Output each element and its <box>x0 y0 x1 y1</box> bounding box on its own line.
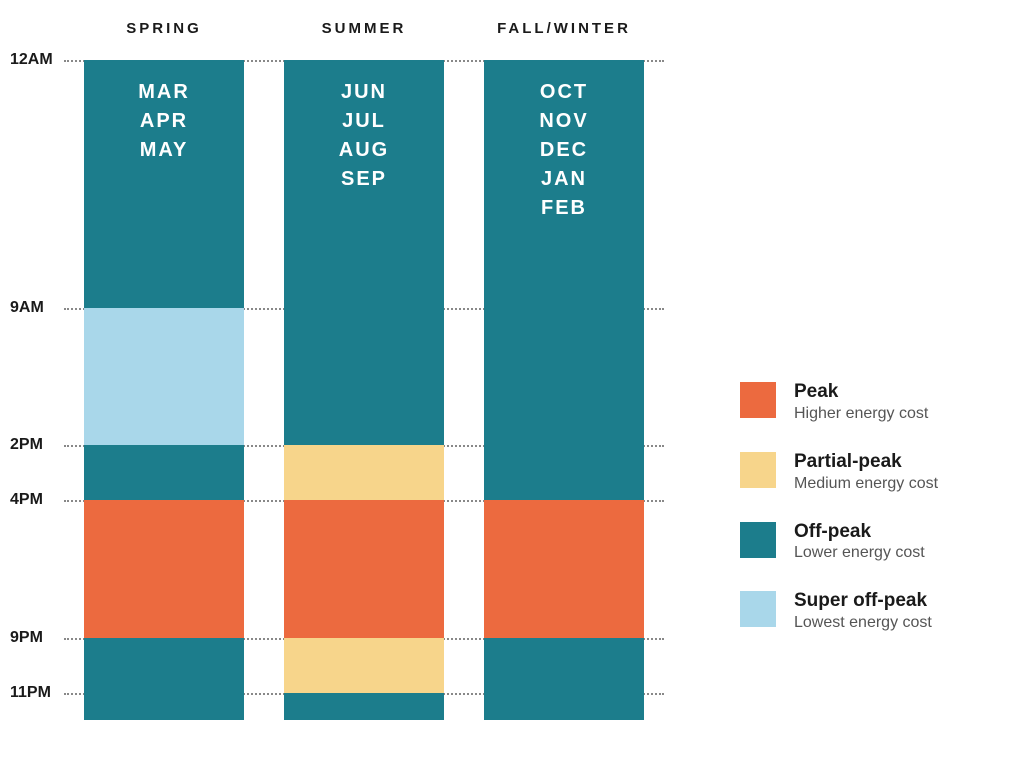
tier-segment-off-peak <box>84 638 244 721</box>
tier-segment-off-peak <box>484 638 644 721</box>
tier-segment-off-peak <box>84 445 244 500</box>
season-header-summer: SUMMER <box>284 20 444 37</box>
time-tick-label: 9PM <box>0 629 64 647</box>
time-tick-label: 2PM <box>0 436 64 454</box>
season-column-fallwinter: OCTNOVDECJANFEB <box>484 60 644 720</box>
month-label: OCT <box>484 78 644 107</box>
month-label: JUN <box>284 78 444 107</box>
month-list-fallwinter: OCTNOVDECJANFEB <box>484 78 644 223</box>
time-tick-label: 11PM <box>0 684 64 702</box>
legend-item-super-off-peak: Super off-peak Lowest energy cost <box>740 589 1010 633</box>
season-header-fallwinter: FALL/WINTER <box>484 20 644 37</box>
legend-swatch-off-peak <box>740 522 776 558</box>
legend-name: Peak <box>794 380 928 404</box>
month-label: NOV <box>484 107 644 136</box>
legend-text-partial-peak: Partial-peak Medium energy cost <box>794 450 938 494</box>
month-label: MAR <box>84 78 244 107</box>
month-label: APR <box>84 107 244 136</box>
legend-text-super-off-peak: Super off-peak Lowest energy cost <box>794 589 932 633</box>
tier-segment-partial-peak <box>284 445 444 500</box>
legend-text-off-peak: Off-peak Lower energy cost <box>794 520 925 564</box>
legend-text-peak: Peak Higher energy cost <box>794 380 928 424</box>
month-label: FEB <box>484 194 644 223</box>
month-list-summer: JUNJULAUGSEP <box>284 78 444 194</box>
tier-segment-off-peak <box>284 693 444 721</box>
legend-desc: Higher energy cost <box>794 404 928 424</box>
legend-name: Partial-peak <box>794 450 938 474</box>
month-label: DEC <box>484 136 644 165</box>
legend-item-partial-peak: Partial-peak Medium energy cost <box>740 450 1010 494</box>
season-column-summer: JUNJULAUGSEP <box>284 60 444 720</box>
legend: Peak Higher energy cost Partial-peak Med… <box>740 380 1010 659</box>
legend-swatch-peak <box>740 382 776 418</box>
tier-segment-super-off-peak <box>84 308 244 446</box>
month-label: MAY <box>84 136 244 165</box>
time-tick-label: 9AM <box>0 299 64 317</box>
legend-desc: Lowest energy cost <box>794 613 932 633</box>
chart-plot-area: MARAPRMAY JUNJULAUGSEP OCTNOVDECJANFEB <box>64 60 664 720</box>
season-header-row: SPRING SUMMER FALL/WINTER <box>64 20 664 60</box>
tier-segment-peak <box>484 500 644 638</box>
tier-segment-peak <box>84 500 244 638</box>
tier-segment-partial-peak <box>284 638 444 693</box>
season-column-spring: MARAPRMAY <box>84 60 244 720</box>
legend-item-peak: Peak Higher energy cost <box>740 380 1010 424</box>
legend-name: Off-peak <box>794 520 925 544</box>
season-header-spring: SPRING <box>84 20 244 37</box>
legend-item-off-peak: Off-peak Lower energy cost <box>740 520 1010 564</box>
legend-desc: Medium energy cost <box>794 474 938 494</box>
month-label: SEP <box>284 165 444 194</box>
month-label: JUL <box>284 107 444 136</box>
legend-swatch-partial-peak <box>740 452 776 488</box>
month-label: JAN <box>484 165 644 194</box>
tier-segment-peak <box>284 500 444 638</box>
time-tick-label: 4PM <box>0 491 64 509</box>
month-list-spring: MARAPRMAY <box>84 78 244 165</box>
month-label: AUG <box>284 136 444 165</box>
legend-desc: Lower energy cost <box>794 543 925 563</box>
tou-schedule-chart: SPRING SUMMER FALL/WINTER 12AM 9AM 2PM 4PM 9… <box>0 0 1024 769</box>
legend-name: Super off-peak <box>794 589 932 613</box>
time-tick-label: 12AM <box>0 51 64 69</box>
legend-swatch-super-off-peak <box>740 591 776 627</box>
